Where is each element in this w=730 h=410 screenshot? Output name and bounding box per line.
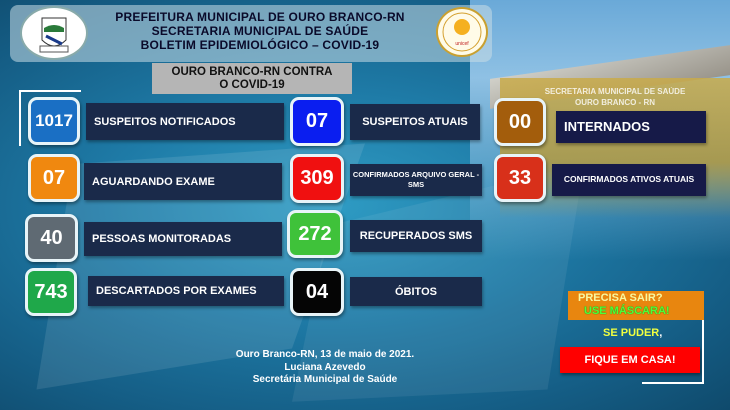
se-puder-text: SE PUDER,: [603, 327, 662, 339]
coat-of-arms-logo: [20, 6, 88, 60]
mask-banner: PRECISA SAIR? USE MÁSCARA!: [568, 291, 704, 320]
subtitle-line2: O COVID-19: [219, 79, 285, 91]
svg-text:unicef: unicef: [455, 41, 469, 47]
footer-date: Ouro Branco-RN, 13 de maio de 2021.: [235, 349, 415, 360]
subtitle-line1: OURO BRANCO-RN CONTRA: [171, 66, 333, 78]
stat-label: AGUARDANDO EXAME: [84, 163, 282, 200]
stat-value: 272: [287, 210, 343, 258]
subtitle-box: OURO BRANCO-RN CONTRA O COVID-19: [152, 63, 352, 94]
stat-value: 309: [290, 154, 344, 203]
stat-label: SUSPEITOS NOTIFICADOS: [86, 103, 284, 140]
header-line1: PREFEITURA MUNICIPAL DE OURO BRANCO-RN: [115, 10, 405, 24]
stay-home-banner: FIQUE EM CASA!: [560, 347, 700, 373]
stat-value: 04: [290, 268, 344, 316]
header-line3: BOLETIM EPIDEMIOLÓGICO – COVID-19: [140, 38, 380, 52]
unicef-seal-logo: unicef: [436, 7, 488, 57]
use-mascara-text: USE MÁSCARA!: [584, 305, 670, 317]
stat-value: 07: [28, 154, 80, 202]
decorative-bracket: [19, 90, 81, 146]
stat-label: PESSOAS MONITORADAS: [84, 222, 282, 256]
stat-label: CONFIRMADOS ATIVOS ATUAIS: [552, 164, 706, 196]
stat-value: 00: [494, 98, 546, 146]
precisa-sair-text: PRECISA SAIR?: [578, 292, 663, 304]
stat-value: 1017: [28, 97, 80, 145]
sign-line: OURO BRANCO - RN: [575, 98, 655, 107]
header-panel: [10, 5, 492, 62]
footer-signature: Ouro Branco-RN, 13 de maio de 2021. Luci…: [200, 349, 450, 387]
stat-label: RECUPERADOS SMS: [350, 220, 482, 252]
stat-label: INTERNADOS: [556, 111, 706, 143]
building-sign: SECRETARIA MUNICIPAL DE SAÚDE OURO BRANCO…: [540, 80, 690, 114]
stat-label: DESCARTADOS POR EXAMES: [88, 276, 284, 306]
footer-name: Luciana Azevedo: [284, 361, 366, 373]
stat-value: 40: [25, 214, 78, 262]
comma: ,: [659, 327, 663, 339]
stat-label: SUSPEITOS ATUAIS: [350, 104, 480, 140]
se-puder: SE PUDER: [603, 327, 660, 339]
stat-label: CONFIRMADOS ARQUIVO GERAL - SMS: [350, 164, 482, 196]
stat-label: ÓBITOS: [350, 277, 482, 306]
stat-value: 07: [290, 97, 344, 146]
stat-value: 33: [494, 154, 546, 202]
stat-value: 743: [25, 268, 77, 316]
sign-line: SECRETARIA MUNICIPAL DE SAÚDE: [544, 87, 686, 96]
header-line2: SECRETARIA MUNICIPAL DE SAÚDE: [151, 24, 369, 38]
footer-role: Secretária Municipal de Saúde: [252, 374, 398, 385]
decorative-bracket: [642, 320, 704, 384]
